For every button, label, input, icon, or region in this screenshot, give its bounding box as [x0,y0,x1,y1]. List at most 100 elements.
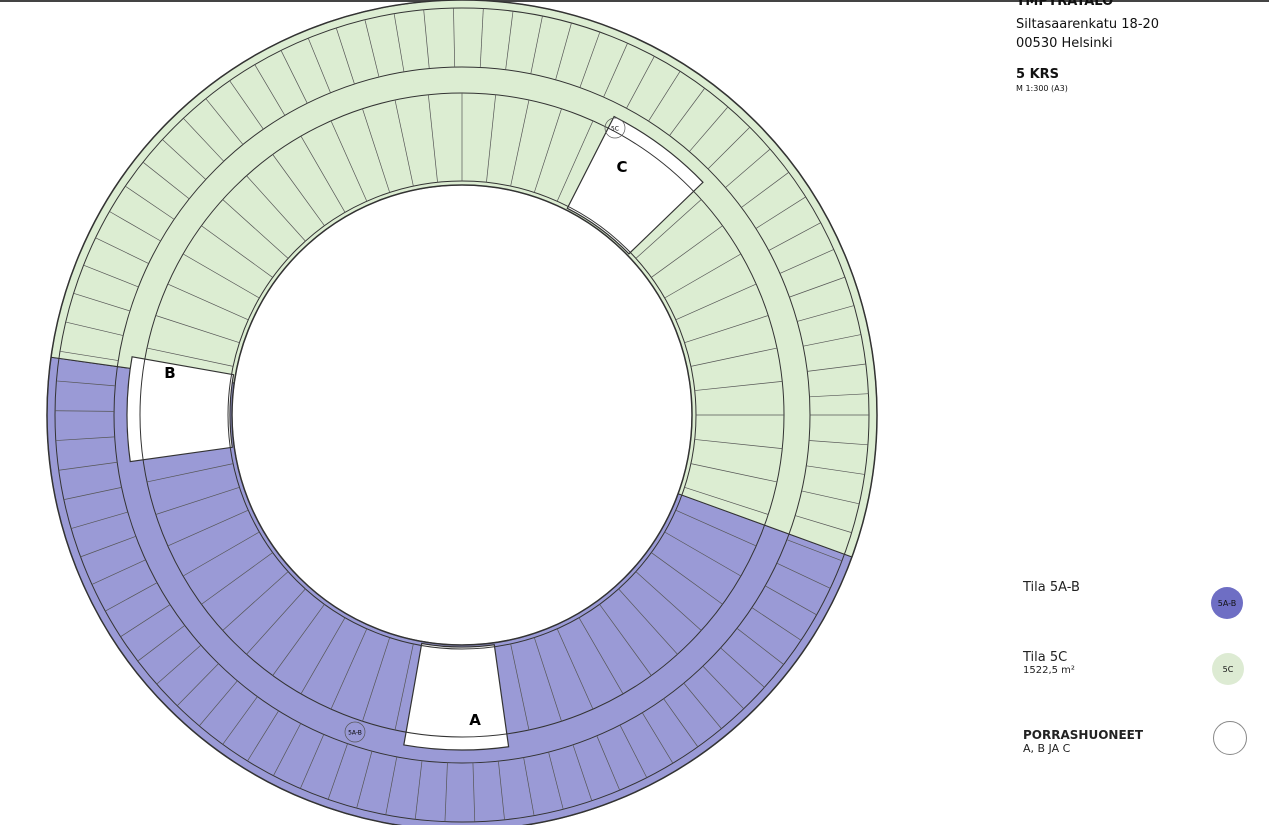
legend-label: PORRASHUONEET [1023,728,1144,742]
room-divider [809,393,869,398]
room-divider [479,8,484,68]
zone-badge [604,117,626,139]
room-divider [307,38,331,93]
room-divider [393,13,405,72]
room-divider [789,276,846,298]
room-divider [689,106,729,152]
room-divider [71,511,128,529]
room-divider [572,744,593,801]
room-divider [555,22,572,80]
room-divider [146,347,234,367]
legend-badge-stair [1213,721,1247,755]
room-divider [205,98,244,145]
room-divider [229,80,264,130]
room-divider [690,463,778,483]
room-divider [768,222,821,251]
top-border [0,0,1269,2]
room-divider [779,249,834,274]
room-divider [619,724,648,778]
room-divider [146,463,234,483]
room-divider [109,211,161,242]
room-divider [663,698,699,747]
legend-zone-c: Tila 5C 1522,5 m² [1023,650,1075,676]
room-divider [201,552,273,605]
room-divider [199,680,238,727]
room-divider [73,292,131,312]
room-divider [599,604,652,676]
room-divider [690,347,778,367]
room-divider [702,665,744,709]
room-divider [423,9,430,69]
room-divider [95,237,149,264]
room-divider [755,196,806,229]
room-divider [120,604,171,637]
room-divider [394,643,414,731]
room-divider [807,363,866,372]
room-divider [556,120,594,202]
room-divider [300,734,325,789]
stairwell-label: C [616,158,627,176]
wall-ring [46,0,878,825]
room-divider [300,617,346,695]
room-divider [694,380,783,391]
scale-label: M 1:300 (A3) [1016,84,1068,93]
room-divider [364,19,380,78]
room-divider [651,552,723,605]
room-divider [510,643,530,731]
room-divider [444,762,448,822]
room-divider [675,509,757,547]
room-divider [183,118,225,162]
room-divider [683,682,722,729]
legend-badge-c: 5C [1212,653,1244,685]
room-divider [80,535,136,558]
room-divider [56,380,116,387]
room-divider [530,15,543,74]
stairwell-a [403,642,510,751]
room-divider [548,751,564,810]
room-divider [155,486,240,515]
room-divider [596,735,621,791]
building-name: YMPYRÄTALO [1016,0,1114,9]
room-divider [795,515,852,533]
room-divider [751,607,802,641]
room-divider [635,199,702,259]
room-divider [222,199,289,259]
room-divider [776,562,831,589]
room-divider [472,762,476,822]
room-divider [725,148,771,188]
legend-area: 1522,5 m² [1023,665,1075,676]
room-divider [741,172,789,208]
legend-label: Tila 5C [1023,650,1068,665]
room-divider [533,637,562,722]
room-divider [155,315,240,344]
address: Siltasaarenkatu 18-20 00530 Helsinki [1016,15,1159,53]
room-divider [156,644,202,685]
room-divider [201,225,273,278]
room-divider [385,756,398,815]
room-divider [222,696,258,745]
address-city: 00530 Helsinki [1016,36,1113,51]
stairwell-b [126,356,235,463]
legend-sub: A, B JA C [1023,742,1071,755]
address-street: Siltasaarenkatu 18-20 [1016,17,1160,32]
room-divider [63,487,122,500]
room-divider [162,139,207,180]
room-divider [83,264,139,288]
room-divider [272,154,325,226]
room-divider [684,315,769,344]
room-divider [246,588,306,655]
legend-stairwells: PORRASHUONEET A, B JA C [1023,728,1143,755]
room-divider [335,27,355,85]
room-divider [651,225,723,278]
room-divider [105,582,158,612]
room-divider [694,439,783,450]
room-divider [176,663,219,707]
room-divider [626,56,655,109]
room-divider [533,108,562,193]
room-divider [55,410,115,412]
room-divider [247,710,279,762]
room-divider [510,99,530,187]
room-divider [648,71,681,122]
room-divider [427,94,438,183]
room-divider [65,321,124,336]
